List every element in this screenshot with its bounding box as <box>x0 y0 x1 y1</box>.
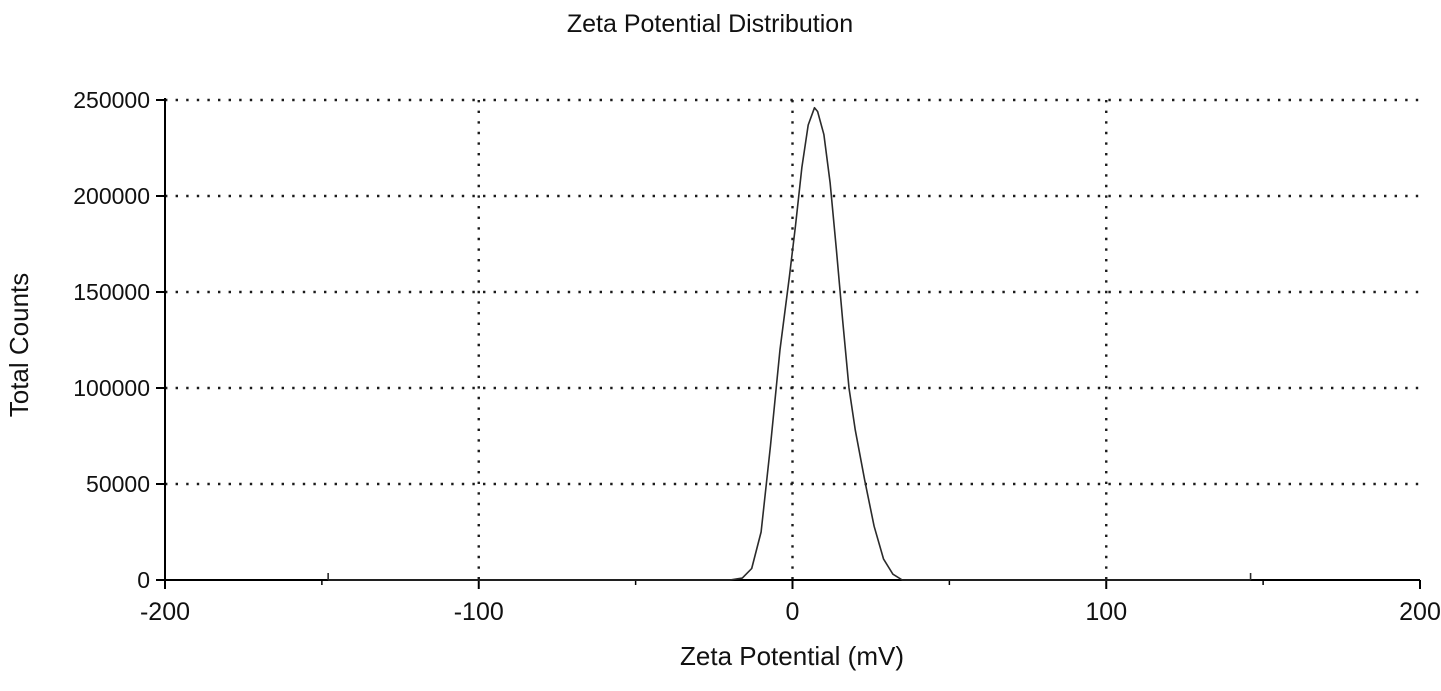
x-tick-label: -200 <box>140 598 190 626</box>
x-tick-label: 0 <box>786 598 800 626</box>
y-tick-label: 150000 <box>73 279 150 305</box>
axis-tick-labels: 0 50000 100000 150000 200000 250000 -200 -100 0 1… <box>73 87 1441 626</box>
y-tick-label: 50000 <box>86 471 150 497</box>
axes <box>164 98 1420 581</box>
axis-ticks <box>156 99 1421 589</box>
x-tick-label: 100 <box>1085 598 1127 626</box>
y-tick-label: 250000 <box>73 87 150 113</box>
x-tick-label: 200 <box>1399 598 1441 626</box>
x-tick-label: -100 <box>454 598 504 626</box>
y-tick-label: 200000 <box>73 183 150 209</box>
y-tick-label: 0 <box>137 567 150 593</box>
distribution-curve <box>327 106 1252 581</box>
counts-trace <box>328 106 1251 581</box>
chart-title: Zeta Potential Distribution <box>567 10 853 38</box>
y-tick-label: 100000 <box>73 375 150 401</box>
gridlines <box>165 98 1420 580</box>
y-axis-label: Total Counts <box>4 273 34 418</box>
x-axis-label: Zeta Potential (mV) <box>680 641 904 671</box>
